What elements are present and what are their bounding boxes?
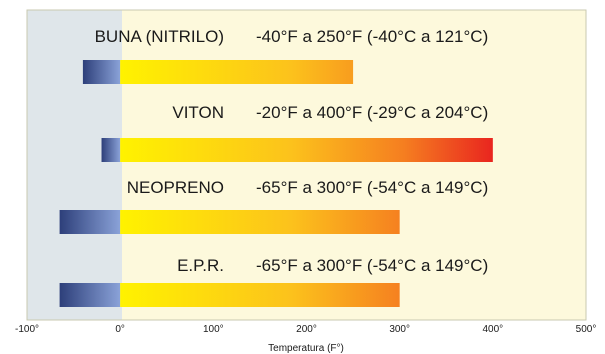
bar-cold-e-p-r bbox=[59, 283, 121, 307]
cold-region bbox=[27, 10, 122, 320]
series-range-buna-nitrilo: -40°F a 250°F (-40°C a 121°C) bbox=[256, 27, 488, 46]
x-tick-label: 500° bbox=[576, 324, 597, 335]
bar-cold-viton bbox=[101, 138, 121, 162]
series-range-viton: -20°F a 400°F (-29°C a 204°C) bbox=[256, 103, 488, 122]
bar-hot-buna-nitrilo bbox=[120, 60, 354, 84]
x-tick-label: -100° bbox=[15, 324, 39, 335]
x-tick-label: 300° bbox=[389, 324, 410, 335]
labels-layer: BUNA (NITRILO) -40°F a 250°F (-40°C a 121… bbox=[95, 27, 489, 275]
bar-hot-viton bbox=[120, 138, 493, 162]
x-tick-label: 100° bbox=[203, 324, 224, 335]
x-axis-ticks: -100° 0° 100° 200° 300° 400° 500° bbox=[15, 324, 596, 335]
series-name-e-p-r: E.P.R. bbox=[177, 256, 224, 275]
series-name-viton: VITON bbox=[172, 103, 224, 122]
bar-cold-buna-nitrilo bbox=[82, 60, 121, 84]
bar-hot-neopreno bbox=[120, 210, 400, 234]
x-axis-label: Temperatura (F°) bbox=[268, 343, 344, 354]
bar-hot-e-p-r bbox=[120, 283, 400, 307]
series-name-buna-nitrilo: BUNA (NITRILO) bbox=[95, 27, 224, 46]
plot-frame bbox=[26, 9, 587, 321]
series-range-e-p-r: -65°F a 300°F (-54°C a 149°C) bbox=[256, 256, 488, 275]
bar-cold-neopreno bbox=[59, 210, 121, 234]
x-tick-label: 400° bbox=[482, 324, 503, 335]
x-tick-label: 0° bbox=[115, 324, 125, 335]
series-range-neopreno: -65°F a 300°F (-54°C a 149°C) bbox=[256, 178, 488, 197]
series-name-neopreno: NEOPRENO bbox=[127, 178, 224, 197]
bars-layer bbox=[59, 60, 493, 307]
x-tick-label: 200° bbox=[296, 324, 317, 335]
